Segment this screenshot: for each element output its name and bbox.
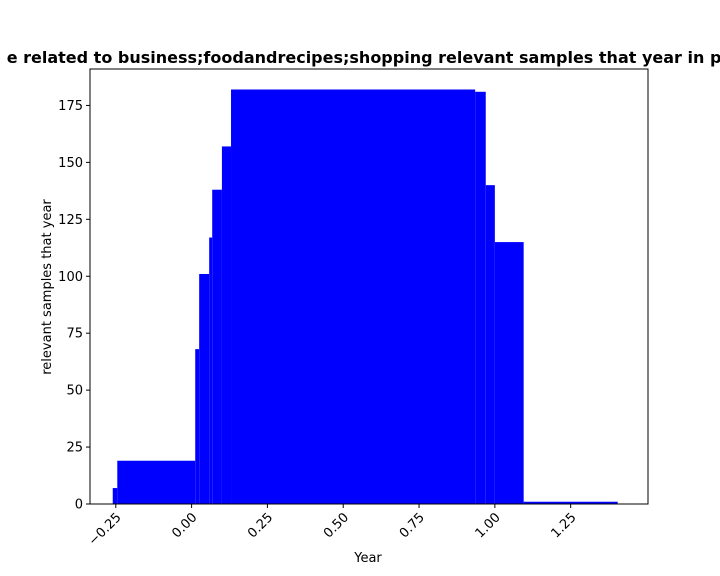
bar-3 [199,273,210,504]
y-axis: 0 25 50 75 100 125 150 175 [58,99,90,513]
bar-9 [485,185,495,504]
bar-0 [112,488,118,504]
x-tick-label: 0.75 [397,510,428,541]
x-tick-label: 1.00 [473,510,504,541]
y-axis-label: relevant samples that year [40,199,55,375]
x-tick-label: 0.25 [245,510,276,541]
bar-5 [212,189,222,505]
bar-2 [195,349,200,504]
x-tick-label: 1.25 [548,510,579,541]
y-tick-label: 125 [58,213,83,228]
y-tick-label: 0 [75,498,83,513]
bar-8 [475,91,486,504]
bar-11 [523,501,618,504]
plot-frame [89,68,649,505]
x-tick-label: 0.00 [169,510,200,541]
bar-4 [209,237,213,504]
y-tick-label: 100 [58,270,83,285]
y-tick-label: 150 [58,156,83,171]
bar-6 [221,146,232,504]
bars-group [112,89,618,505]
bar-1 [117,460,196,504]
y-tick-label: 50 [66,384,83,399]
y-tick-label: 75 [66,327,83,342]
x-axis-label: Year [353,551,382,566]
chart-title: e related to business;foodandrecipes;sho… [7,48,720,67]
x-axis: −0.25 0.00 0.25 0.50 0.75 1.00 1.25 [86,504,579,549]
y-tick-label: 25 [66,441,83,456]
x-tick-label: 0.50 [321,510,352,541]
x-tick-label: −0.25 [86,510,125,549]
bar-10 [494,242,524,505]
y-tick-label: 175 [58,99,83,114]
bar-7 [231,89,476,505]
